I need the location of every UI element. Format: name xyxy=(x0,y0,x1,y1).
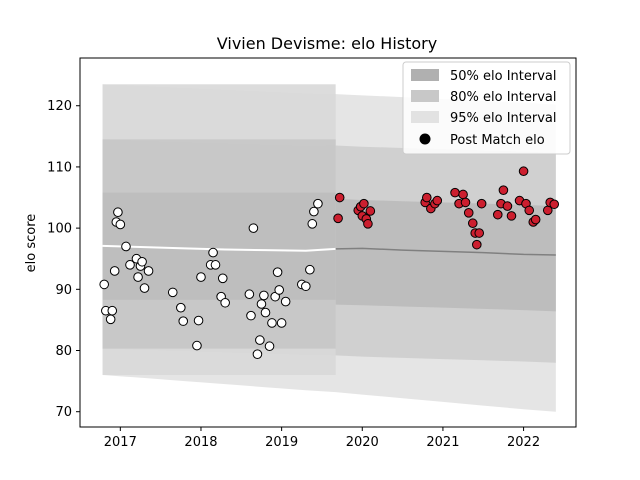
legend-swatch-95 xyxy=(411,111,439,123)
data-point xyxy=(524,205,535,216)
x-tick-label: 2019 xyxy=(265,435,298,450)
interval-bands xyxy=(102,84,556,412)
data-point xyxy=(305,264,315,275)
data-point xyxy=(256,299,267,309)
x-tick-label: 2022 xyxy=(507,435,540,450)
data-point xyxy=(208,247,218,258)
data-point xyxy=(549,199,560,210)
y-tick-label: 80 xyxy=(55,344,72,359)
data-point xyxy=(99,279,109,290)
data-point xyxy=(178,316,189,326)
data-point xyxy=(432,195,443,206)
y-tick-label: 90 xyxy=(55,283,72,298)
data-point xyxy=(518,166,529,177)
y-axis-label: elo score xyxy=(24,214,39,273)
data-point xyxy=(334,192,345,203)
data-point xyxy=(476,198,487,209)
data-point xyxy=(421,192,432,203)
x-tick-label: 2017 xyxy=(104,435,137,450)
legend-swatch-80 xyxy=(411,90,439,102)
data-point xyxy=(217,273,228,284)
mean-line-history xyxy=(102,244,336,252)
data-point xyxy=(255,335,265,345)
data-point xyxy=(125,260,135,270)
post-match-points xyxy=(99,166,560,359)
x-tick-label: 2018 xyxy=(184,435,217,450)
legend: 50% elo Interval 80% elo Interval 95% el… xyxy=(402,61,571,155)
data-point xyxy=(530,214,541,225)
data-point xyxy=(460,197,471,208)
data-point xyxy=(450,187,460,198)
data-point xyxy=(115,219,126,230)
mean-line-projection xyxy=(335,247,556,256)
data-point xyxy=(107,305,118,316)
data-point xyxy=(498,185,509,195)
data-point xyxy=(137,256,147,267)
y-tick-label: 100 xyxy=(47,222,72,237)
data-point xyxy=(363,219,373,229)
y-tick-label: 110 xyxy=(47,160,72,175)
legend-marker-post-match xyxy=(419,133,431,145)
data-point xyxy=(244,289,255,300)
data-point xyxy=(307,219,318,229)
data-point xyxy=(506,211,517,221)
data-point xyxy=(210,260,221,270)
data-point xyxy=(113,207,123,218)
data-point xyxy=(260,307,271,318)
data-point xyxy=(259,290,269,301)
legend-label-80: 80% elo Interval xyxy=(450,90,557,105)
data-point xyxy=(246,310,256,321)
data-point xyxy=(139,283,150,293)
y-axis: 70 80 90 100 110 120 xyxy=(47,99,80,420)
legend-label-95: 95% elo Interval xyxy=(450,111,557,126)
data-point xyxy=(267,318,277,328)
data-point xyxy=(167,287,178,298)
data-point xyxy=(502,201,513,211)
data-point xyxy=(463,208,474,218)
data-point xyxy=(492,209,503,220)
x-axis: 2017 2018 2019 2020 2021 2022 xyxy=(104,427,540,450)
mean-lines xyxy=(102,244,556,256)
data-point xyxy=(220,297,230,308)
data-point xyxy=(193,315,204,326)
data-point xyxy=(105,314,116,325)
data-point xyxy=(365,206,376,216)
x-tick-label: 2021 xyxy=(426,435,459,450)
legend-box xyxy=(402,61,571,155)
data-point xyxy=(272,267,283,277)
data-point xyxy=(133,272,143,282)
data-point xyxy=(252,349,263,359)
legend-label-50: 50% elo Interval xyxy=(450,69,557,84)
y-tick-label: 120 xyxy=(47,99,72,114)
data-point xyxy=(301,281,311,292)
data-point xyxy=(467,218,478,229)
y-tick-label: 70 xyxy=(55,405,72,420)
data-point xyxy=(280,296,291,307)
data-point xyxy=(121,241,131,252)
data-point xyxy=(274,285,285,295)
data-point xyxy=(474,228,485,238)
data-point xyxy=(196,272,206,282)
data-point xyxy=(176,302,186,313)
data-point xyxy=(143,266,154,276)
data-point xyxy=(192,340,202,351)
data-point xyxy=(276,318,287,328)
data-point xyxy=(472,239,482,250)
data-point xyxy=(359,198,369,209)
data-point xyxy=(458,189,468,200)
legend-label-post-match: Post Match elo xyxy=(450,133,545,148)
plot-border xyxy=(79,57,577,428)
chart-title: Vivien Devisme: elo History xyxy=(217,34,437,53)
data-point xyxy=(264,341,275,352)
data-point xyxy=(248,223,259,233)
x-tick-label: 2020 xyxy=(346,435,379,450)
legend-swatch-50 xyxy=(411,69,439,81)
data-point xyxy=(313,198,323,209)
data-point xyxy=(109,266,120,276)
data-point xyxy=(309,206,319,217)
data-point xyxy=(333,213,343,224)
